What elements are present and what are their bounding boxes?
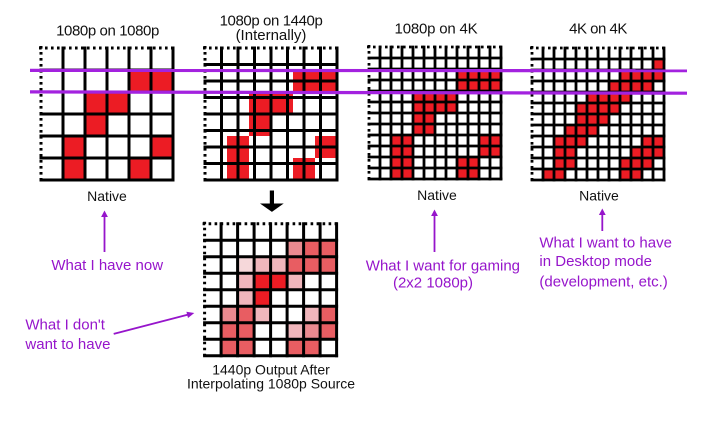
svg-text:(2x2 1080p): (2x2 1080p)	[393, 274, 473, 291]
svg-text:1080p on 1080p: 1080p on 1080p	[56, 23, 159, 40]
svg-text:(Internally): (Internally)	[236, 27, 307, 44]
svg-text:Native: Native	[417, 187, 457, 203]
svg-text:1080p on 1440p: 1080p on 1440p	[220, 12, 323, 29]
svg-text:(development, etc.): (development, etc.)	[539, 273, 667, 290]
svg-text:want to have: want to have	[24, 336, 110, 353]
svg-text:What I want for gaming: What I want for gaming	[366, 257, 520, 274]
svg-text:1080p on 4K: 1080p on 4K	[395, 21, 478, 38]
svg-text:What I want to have: What I want to have	[539, 234, 672, 251]
svg-text:Native: Native	[579, 188, 619, 204]
svg-text:What I have now: What I have now	[51, 257, 163, 274]
svg-text:1440p Output After: 1440p Output After	[212, 362, 330, 378]
svg-text:4K on 4K: 4K on 4K	[569, 21, 627, 38]
svg-text:Interpolating 1080p Source: Interpolating 1080p Source	[187, 376, 355, 392]
svg-text:in Desktop mode: in Desktop mode	[539, 253, 652, 270]
svg-text:Native: Native	[87, 188, 127, 204]
svg-text:What I don't: What I don't	[25, 316, 105, 333]
